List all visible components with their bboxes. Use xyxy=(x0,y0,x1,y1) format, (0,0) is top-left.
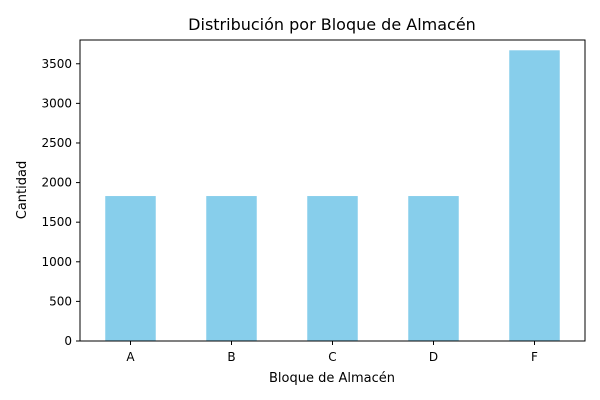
y-axis-label: Cantidad xyxy=(15,161,30,219)
x-tick-label-a: A xyxy=(126,350,135,364)
bar-f xyxy=(509,50,560,342)
x-tick-label-b: B xyxy=(227,350,235,364)
bar-d xyxy=(408,196,459,341)
y-tick-label-2500: 2500 xyxy=(41,136,72,150)
y-axis-ticks: 0 500 1000 1500 2000 2500 3000 3500 xyxy=(41,57,80,348)
y-tick-label-3500: 3500 xyxy=(41,57,72,71)
x-tick-label-d: D xyxy=(429,350,438,364)
chart-title: Distribución por Bloque de Almacén xyxy=(188,15,476,34)
plot-frame xyxy=(79,39,586,342)
y-tick-label-2000: 2000 xyxy=(41,176,72,190)
y-tick-label-3000: 3000 xyxy=(41,96,72,110)
bar-b xyxy=(206,196,257,341)
y-tick-label-500: 500 xyxy=(49,294,72,308)
x-axis-label: Bloque de Almacén xyxy=(269,371,395,386)
x-tick-label-f: F xyxy=(531,350,538,364)
y-tick-label-0: 0 xyxy=(64,334,72,348)
bar-a xyxy=(105,196,156,341)
y-tick-label-1500: 1500 xyxy=(41,215,72,229)
y-tick-label-1000: 1000 xyxy=(41,255,72,269)
x-tick-label-c: C xyxy=(328,350,336,364)
bars-group xyxy=(105,50,560,342)
bar-c xyxy=(307,196,358,341)
